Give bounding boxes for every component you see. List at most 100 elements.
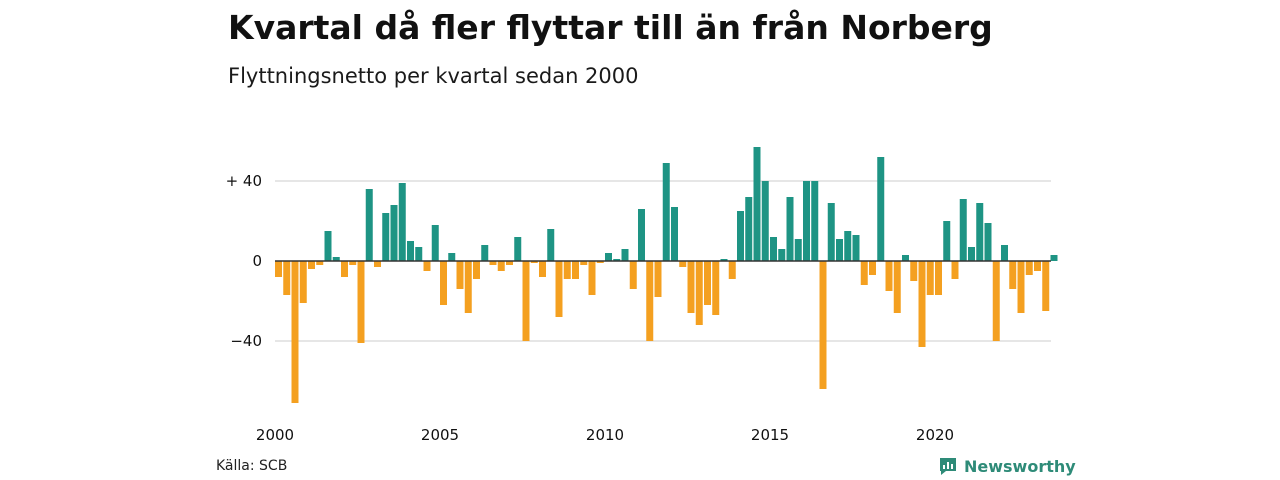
bar [902,255,909,261]
bar [951,261,959,279]
bar [621,249,629,261]
bar [943,221,951,261]
bar [770,237,777,261]
bar [423,261,431,271]
bar [431,225,439,261]
bar [728,261,736,279]
bar [852,235,860,261]
bar [1017,261,1025,313]
bar [547,229,555,261]
bar [456,261,464,289]
bar [506,261,513,265]
bar [695,261,703,325]
bar [803,181,810,261]
x-tick-label: 2020 [916,426,954,444]
x-tick-label: 2000 [256,426,294,444]
bar [737,211,744,261]
bar [572,261,579,279]
bar [959,199,967,261]
bar [489,261,497,265]
bar [827,203,835,261]
x-tick-label: 2005 [421,426,459,444]
bar [671,207,678,261]
bar [398,183,406,261]
bar [605,253,612,261]
y-tick-label: + 40 [226,172,262,190]
bar [275,261,282,277]
bar [893,261,901,313]
bar [836,239,843,261]
bar [704,261,711,305]
bar [324,231,332,261]
newsworthy-logo-text: Newsworthy [964,456,1076,476]
bar [819,261,827,389]
bar [968,247,975,261]
bar [407,241,414,261]
bar [745,197,753,261]
bar [1001,245,1008,261]
bar [869,261,876,275]
bar [753,147,761,261]
bar [497,261,505,271]
bar [794,239,802,261]
bar [992,261,1000,341]
bar [935,261,942,295]
bar [481,245,489,261]
bar [596,261,604,263]
newsworthy-logo-icon [940,458,956,475]
y-tick-label: 0 [252,252,262,270]
bar [283,261,291,295]
bar [1025,261,1033,275]
bar [844,231,852,261]
bar [580,261,588,265]
bar [629,261,637,289]
chart-subtitle: Flyttningsnetto per kvartal sedan 2000 [228,64,639,88]
bar [341,261,348,277]
bar [365,189,373,261]
x-tick-label: 2015 [751,426,789,444]
bar [761,181,769,261]
bar [662,163,670,261]
bar [357,261,365,343]
newsworthy-logo[interactable]: Newsworthy [938,456,1076,476]
bar [687,261,695,313]
bar [473,261,480,279]
bar [976,203,984,261]
bar [588,261,596,295]
bar [1050,255,1058,261]
bar [382,213,390,261]
bar [291,261,299,403]
bar [522,261,530,341]
bar [308,261,315,269]
tick-labels: + 40 0 −40 2000 2005 2010 2015 2020 [226,172,955,444]
bar [778,249,786,261]
bar [448,253,456,261]
bar [712,261,720,315]
bar [720,259,728,261]
bar [1009,261,1017,289]
bar [390,205,398,261]
bar [885,261,893,291]
bar [638,209,645,261]
bar [374,261,381,267]
bar [877,157,885,261]
bar [555,261,563,317]
bar [1034,261,1041,271]
bar [464,261,472,313]
bar [613,259,621,261]
x-tick-label: 2010 [586,426,624,444]
bars [275,147,1058,403]
bar [984,223,992,261]
bar [910,261,918,281]
bar [299,261,307,303]
bar [316,261,324,265]
bar [918,261,926,347]
bar [786,197,794,261]
bar [679,261,687,267]
bar [415,247,423,261]
y-tick-label: −40 [230,332,262,350]
bar [514,237,522,261]
bar [811,181,819,261]
bar [539,261,546,277]
